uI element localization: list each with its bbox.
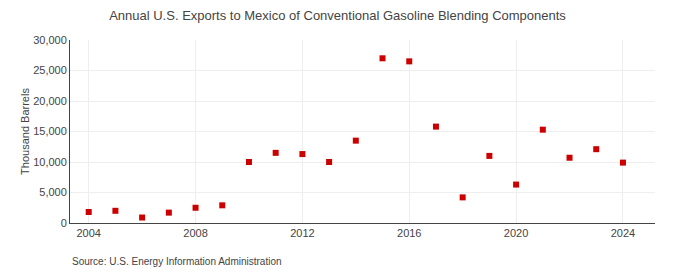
svg-text:2024: 2024 <box>611 227 635 239</box>
svg-text:2020: 2020 <box>504 227 528 239</box>
svg-text:15,000: 15,000 <box>33 125 67 137</box>
svg-text:5,000: 5,000 <box>39 186 67 198</box>
svg-text:2016: 2016 <box>397 227 421 239</box>
svg-text:2004: 2004 <box>76 227 100 239</box>
svg-text:Annual U.S. Exports to Mexico: Annual U.S. Exports to Mexico of Convent… <box>109 8 566 23</box>
svg-text:10,000: 10,000 <box>33 156 67 168</box>
svg-text:0: 0 <box>61 217 67 229</box>
svg-text:2012: 2012 <box>290 227 314 239</box>
svg-text:Thousand Barrels: Thousand Barrels <box>19 88 31 175</box>
svg-text:20,000: 20,000 <box>33 95 67 107</box>
svg-text:25,000: 25,000 <box>33 64 67 76</box>
svg-text:Source: U.S. Energy Informatio: Source: U.S. Energy Information Administ… <box>72 256 282 267</box>
svg-text:2008: 2008 <box>183 227 207 239</box>
svg-text:30,000: 30,000 <box>33 34 67 46</box>
